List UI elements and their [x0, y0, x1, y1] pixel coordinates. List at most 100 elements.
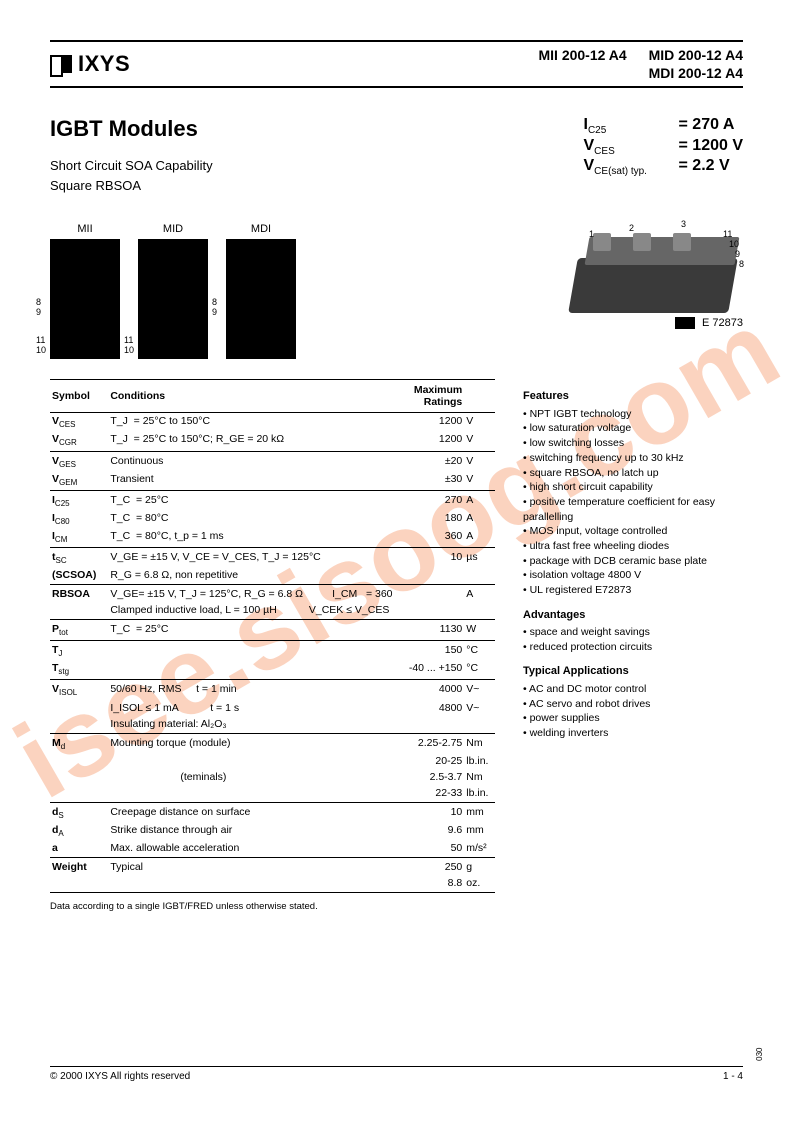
table-row: Md Mounting torque (module) 2.25-2.75 Nm	[50, 733, 495, 753]
page-title: IGBT Modules	[50, 116, 213, 142]
cell-symbol: Weight	[50, 857, 108, 875]
cell-unit: oz.	[464, 875, 495, 893]
cell-unit: V~	[464, 700, 495, 716]
cell-symbol: Ptot	[50, 620, 108, 641]
cell-conditions: T_C = 25°C	[108, 620, 394, 641]
application-item: AC servo and robot drives	[523, 697, 743, 712]
sidebar: Features NPT IGBT technologylow saturati…	[523, 379, 743, 911]
pin-label: 9	[735, 249, 740, 259]
pin-label: 8	[212, 297, 217, 307]
cell-value: 4800	[395, 700, 465, 716]
feature-item: low switching losses	[523, 436, 743, 451]
cell-unit	[464, 567, 495, 585]
table-row: a Max. allowable acceleration 50 m/s²	[50, 840, 495, 858]
cell-symbol: VCES	[50, 413, 108, 432]
table-row: (SCSOA) R_G = 6.8 Ω, non repetitive	[50, 567, 495, 585]
table-row: 22-33 lb.in.	[50, 785, 495, 803]
ratings-table: Symbol Conditions Maximum Ratings VCES T…	[50, 379, 495, 892]
cell-value: -40 ... +150	[395, 660, 465, 680]
key-spec-row: VCE(sat) typ.= 2.2 V	[584, 157, 744, 177]
pin-label: 10	[36, 345, 46, 355]
cell-unit: mm	[464, 802, 495, 822]
cell-conditions: T_J = 25°C to 150°C; R_GE = 20 kΩ	[108, 431, 394, 451]
table-row: RBSOA V_GE= ±15 V, T_J = 125°C, R_G = 6.…	[50, 585, 495, 603]
cell-unit: µs	[464, 548, 495, 568]
cell-unit: W	[464, 620, 495, 641]
table-row: IC25 T_C = 25°C 270 A	[50, 490, 495, 510]
footer: © 2000 IXYS All rights reserved 1 - 4	[50, 1066, 743, 1082]
table-row: Ptot T_C = 25°C 1130 W	[50, 620, 495, 641]
header-bar: IXYS MII 200-12 A4 MID 200-12 A4 MDI 200…	[50, 40, 743, 88]
cell-unit: V	[464, 471, 495, 491]
cell-conditions	[108, 660, 394, 680]
cell-unit: °C	[464, 641, 495, 661]
feature-item: isolation voltage 4800 V	[523, 568, 743, 583]
cell-symbol	[50, 716, 108, 734]
col-max: Maximum Ratings	[395, 380, 465, 413]
table-row: VGEM Transient ±30 V	[50, 471, 495, 491]
cell-unit: mm	[464, 822, 495, 840]
cell-value	[395, 602, 465, 620]
pin-label: 2	[629, 223, 634, 233]
cell-value: 2.5-3.7	[395, 769, 465, 785]
cell-symbol: IC80	[50, 510, 108, 528]
table-row: Clamped inductive load, L = 100 µH V_CEK…	[50, 602, 495, 620]
feature-item: MOS input, voltage controlled	[523, 524, 743, 539]
cell-unit: g	[464, 857, 495, 875]
cell-value: 10	[395, 802, 465, 822]
cell-symbol: ICM	[50, 528, 108, 548]
cell-conditions: (teminals)	[108, 769, 394, 785]
applications-heading: Typical Applications	[523, 664, 743, 679]
cell-symbol: dA	[50, 822, 108, 840]
cell-conditions: Mounting torque (module)	[108, 733, 394, 753]
cell-unit	[464, 716, 495, 734]
table-row: Insulating material: Al₂O₃	[50, 716, 495, 734]
cell-value: 50	[395, 840, 465, 858]
cell-value	[395, 716, 465, 734]
pin-label: 10	[729, 239, 739, 249]
cell-unit: m/s²	[464, 840, 495, 858]
cell-unit: V~	[464, 680, 495, 700]
part-num: MDI 200-12 A4	[649, 64, 743, 82]
cell-conditions: Transient	[108, 471, 394, 491]
part-num: MII 200-12 A4	[538, 46, 626, 64]
cell-value: 20-25	[395, 753, 465, 769]
cell-conditions: I_ISOL ≤ 1 mA t = 1 s	[108, 700, 394, 716]
subtitle: Square RBSOA	[50, 176, 213, 196]
advantage-item: reduced protection circuits	[523, 640, 743, 655]
cell-conditions: T_J = 25°C to 150°C	[108, 413, 394, 432]
cell-value: 8.8	[395, 875, 465, 893]
cell-unit: Nm	[464, 769, 495, 785]
advantages-list: space and weight savingsreduced protecti…	[523, 625, 743, 654]
diagram-row: MII891110MID1110MDI89 123111098 E 72873	[50, 223, 743, 359]
pin-label: 9	[212, 307, 217, 317]
table-row: IC80 T_C = 80°C 180 A	[50, 510, 495, 528]
logo: IXYS	[50, 51, 130, 77]
feature-item: square RBSOA, no latch up	[523, 466, 743, 481]
cell-symbol: Tstg	[50, 660, 108, 680]
col-unit	[464, 380, 495, 413]
cell-conditions: T_C = 80°C, t_p = 1 ms	[108, 528, 394, 548]
feature-item: ultra fast free wheeling diodes	[523, 539, 743, 554]
cell-unit: lb.in.	[464, 753, 495, 769]
cell-symbol: VISOL	[50, 680, 108, 700]
feature-item: UL registered E72873	[523, 583, 743, 598]
page-number: 1 - 4	[723, 1071, 743, 1082]
cell-value: ±20	[395, 451, 465, 471]
table-row: 20-25 lb.in.	[50, 753, 495, 769]
module-3d-image: 123111098	[563, 223, 743, 313]
cell-conditions: Creepage distance on surface	[108, 802, 394, 822]
cell-symbol: (SCSOA)	[50, 567, 108, 585]
cell-value: 270	[395, 490, 465, 510]
cell-value: 150	[395, 641, 465, 661]
cell-value: 2.25-2.75	[395, 733, 465, 753]
table-row: VISOL 50/60 Hz, RMS t = 1 min 4000 V~	[50, 680, 495, 700]
table-row: TJ 150 °C	[50, 641, 495, 661]
table-row: VCES T_J = 25°C to 150°C 1200 V	[50, 413, 495, 432]
table-row: (teminals) 2.5-3.7 Nm	[50, 769, 495, 785]
logo-text: IXYS	[78, 51, 130, 77]
pin-label: 11	[124, 335, 133, 345]
cell-symbol	[50, 753, 108, 769]
cell-conditions: Typical	[108, 857, 394, 875]
table-row: I_ISOL ≤ 1 mA t = 1 s 4800 V~	[50, 700, 495, 716]
